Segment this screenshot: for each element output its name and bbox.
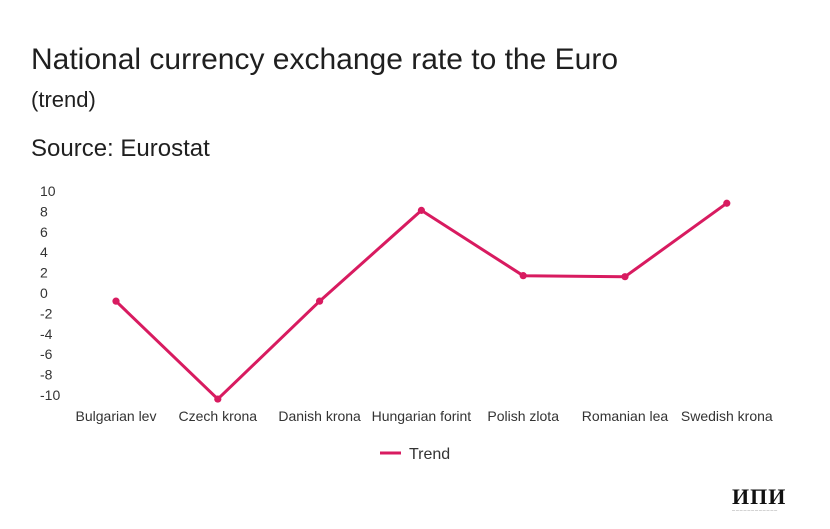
series-layer xyxy=(112,199,731,403)
chart-title: National currency exchange rate to the E… xyxy=(31,43,619,76)
logo-subtext: — — — — — — — — — — — — xyxy=(732,508,778,512)
x-tick-label: Czech krona xyxy=(179,408,258,424)
y-tick-label: -10 xyxy=(40,387,60,403)
legend[interactable]: Trend xyxy=(380,446,450,463)
logo-mark: ИПИ xyxy=(732,484,787,509)
x-tick-label: Polish zlota xyxy=(487,408,559,424)
publisher-logo: ИПИ — — — — — — — — — — — — xyxy=(732,486,800,514)
x-tick-label: Swedish krona xyxy=(681,408,773,424)
data-point[interactable] xyxy=(316,297,324,305)
data-point[interactable] xyxy=(112,297,120,305)
data-point[interactable] xyxy=(723,199,731,207)
y-tick-label: 0 xyxy=(40,285,48,301)
chart-subtitle: (trend) xyxy=(31,87,96,112)
y-tick-label: 8 xyxy=(40,203,48,219)
y-tick-label: 10 xyxy=(40,183,56,199)
x-axis: Bulgarian lev Czech krona Danish krona Hung… xyxy=(76,408,773,424)
y-tick-label: -6 xyxy=(40,346,53,362)
y-tick-label: -8 xyxy=(40,367,53,383)
data-point[interactable] xyxy=(214,395,222,403)
x-tick-label: Hungarian forint xyxy=(372,408,472,424)
y-tick-label: 6 xyxy=(40,224,48,240)
series-line xyxy=(114,201,729,401)
x-tick-label: Romanian lea xyxy=(582,408,669,424)
y-tick-label: -4 xyxy=(40,326,53,342)
y-axis: 10 8 6 4 2 0 -2 -4 -6 -8 -10 xyxy=(40,183,60,403)
data-point[interactable] xyxy=(519,272,527,280)
x-tick-label: Danish krona xyxy=(278,408,361,424)
y-tick-label: -2 xyxy=(40,305,53,321)
data-point[interactable] xyxy=(621,273,629,281)
legend-label: Trend xyxy=(409,446,450,463)
data-point[interactable] xyxy=(417,206,425,214)
y-tick-label: 4 xyxy=(40,244,48,260)
y-tick-label: 2 xyxy=(40,265,48,281)
x-tick-label: Bulgarian lev xyxy=(76,408,157,424)
chart-source: Source: Eurostat xyxy=(31,135,210,162)
